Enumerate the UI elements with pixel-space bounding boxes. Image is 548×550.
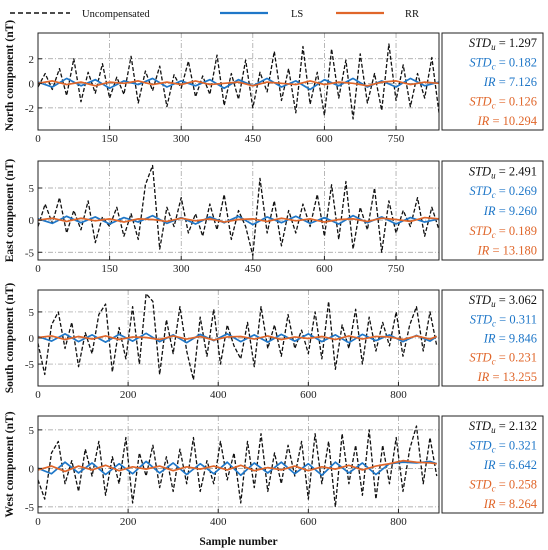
plot-frame xyxy=(37,160,440,261)
stat-std-u: STDu = 2.491 xyxy=(469,164,537,180)
y-tick-label: 5 xyxy=(29,183,35,195)
x-tick-label: 200 xyxy=(120,389,137,401)
series-line-ls xyxy=(38,460,438,477)
stat-std-u: STDu = 2.132 xyxy=(469,419,537,435)
legend-label-rr: RR xyxy=(405,9,419,20)
x-tick-label: 400 xyxy=(210,516,227,528)
stat-std-c: STDc = 0.126 xyxy=(469,94,537,110)
stat-std-u: STDu = 1.297 xyxy=(469,36,537,52)
stat-std-c: STDc = 0.231 xyxy=(469,351,537,367)
x-tick-label: 800 xyxy=(390,389,407,401)
stat-std-c: STDc = 0.189 xyxy=(469,224,537,240)
stat-std-c: STDc = 0.258 xyxy=(469,477,537,493)
y-tick-label: 2 xyxy=(29,54,35,66)
panels: 0 150 300 450 600 750 -2 0 2 North component (nT)… xyxy=(4,20,544,548)
x-tick-label: 200 xyxy=(120,516,137,528)
x-tick-label: 300 xyxy=(173,263,190,275)
x-tick-label: 150 xyxy=(101,263,118,275)
series-line-uncompensated xyxy=(38,43,439,120)
x-tick-label: 600 xyxy=(300,389,317,401)
panel-south: 0 200 400 600 800 -5 0 5 South component (nT) STD… xyxy=(4,283,544,401)
stat-ir: IR = 7.126 xyxy=(483,75,537,89)
series-line-uncompensated xyxy=(38,292,438,381)
series-line-rr xyxy=(38,216,439,223)
series-line-uncompensated xyxy=(38,164,439,257)
y-tick-label: -5 xyxy=(25,502,35,514)
series-line-rr xyxy=(38,459,437,473)
y-axis-label: West component (nT) xyxy=(4,411,16,517)
stat-std-c: STDc = 0.321 xyxy=(469,439,537,455)
y-tick-label: 5 xyxy=(29,425,35,437)
stats-box xyxy=(441,289,544,387)
x-axis-label: Sample number xyxy=(199,536,277,548)
stat-ir: IR = 10.294 xyxy=(477,114,538,128)
x-tick-label: 0 xyxy=(35,133,41,145)
stat-ir: IR = 6.642 xyxy=(483,458,537,472)
x-tick-label: 400 xyxy=(210,389,227,401)
stat-ir: IR = 8.264 xyxy=(483,497,538,511)
stats-box xyxy=(441,32,544,131)
legend: Uncompensated LS RR xyxy=(10,9,419,20)
legend-label-ls: LS xyxy=(291,9,303,20)
x-tick-label: 450 xyxy=(245,133,262,145)
y-axis-label: East component (nT) xyxy=(4,159,16,263)
x-tick-label: 750 xyxy=(388,133,405,145)
y-axis-label: South component (nT) xyxy=(4,283,16,394)
x-tick-label: 750 xyxy=(388,263,405,275)
x-tick-label: 150 xyxy=(101,133,118,145)
stat-std-c: STDc = 0.269 xyxy=(469,184,537,200)
x-tick-label: 0 xyxy=(35,263,41,275)
x-tick-label: 0 xyxy=(35,389,41,401)
stat-ir: IR = 13.255 xyxy=(477,370,538,384)
stat-ir: IR = 9.846 xyxy=(483,332,537,346)
plot-frame xyxy=(37,32,440,131)
x-tick-label: 300 xyxy=(173,133,190,145)
x-tick-label: 450 xyxy=(245,263,262,275)
x-tick-label: 800 xyxy=(390,516,407,528)
x-tick-label: 600 xyxy=(300,516,317,528)
panel-north: 0 150 300 450 600 750 -2 0 2 North component (nT)… xyxy=(4,20,544,145)
stat-ir: IR = 9.260 xyxy=(483,204,537,218)
stat-std-c: STDc = 0.311 xyxy=(470,312,537,328)
y-tick-label: -5 xyxy=(25,359,35,371)
y-tick-label: 5 xyxy=(29,307,35,319)
series-line-rr xyxy=(38,335,438,341)
stats-box xyxy=(441,160,544,261)
y-tick-label: 0 xyxy=(29,333,35,345)
y-tick-label: 0 xyxy=(29,463,35,475)
series-line-ls xyxy=(38,332,438,344)
y-tick-label: -2 xyxy=(25,103,34,115)
series-line-uncompensated xyxy=(38,425,438,508)
stat-ir: IR = 13.180 xyxy=(477,244,538,258)
y-axis-label: North component (nT) xyxy=(4,20,16,131)
x-tick-label: 600 xyxy=(316,133,333,145)
y-tick-label: 0 xyxy=(29,78,35,90)
x-tick-label: 0 xyxy=(35,516,41,528)
stats-box xyxy=(441,415,544,514)
stat-std-u: STDu = 3.062 xyxy=(469,293,537,309)
x-tick-label: 600 xyxy=(316,263,333,275)
legend-label-uncompensated: Uncompensated xyxy=(82,9,150,20)
series-line-rr xyxy=(38,80,439,87)
stat-std-c: STDc = 0.182 xyxy=(469,56,537,72)
y-tick-label: 0 xyxy=(29,215,35,227)
plot-frame xyxy=(37,415,440,514)
y-tick-label: -5 xyxy=(25,247,35,259)
